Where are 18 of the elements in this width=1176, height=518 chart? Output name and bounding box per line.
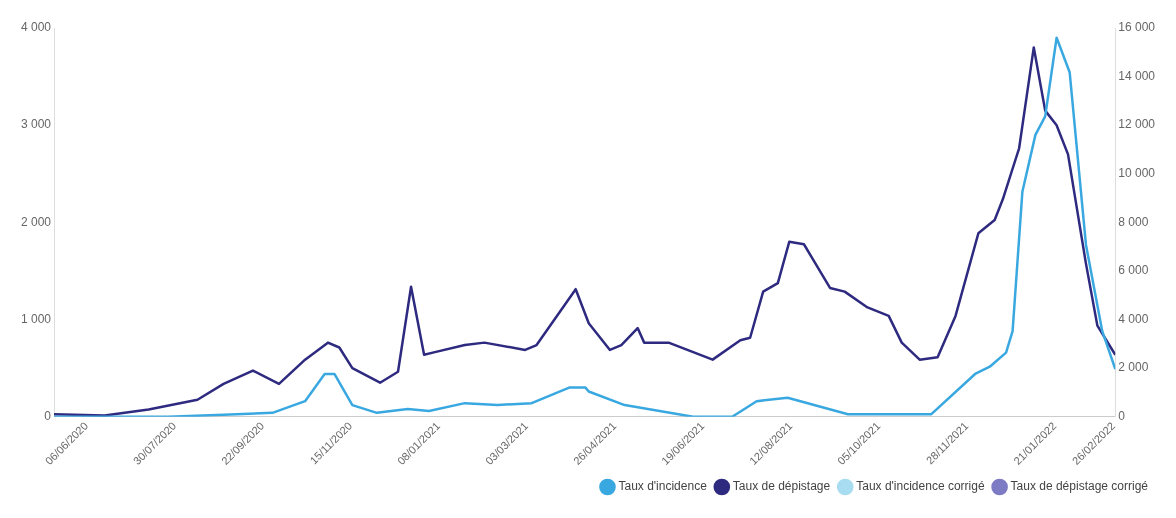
y-tick-label: 3 000	[21, 117, 52, 132]
y2-tick-label: 2 000	[1118, 360, 1149, 375]
legend-label: Taux d'incidence	[618, 479, 708, 494]
y2-tick-label: 4 000	[1118, 311, 1149, 326]
y-tick-label: 0	[44, 409, 52, 424]
y2-tick-label: 12 000	[1118, 117, 1156, 132]
y2-tick-label: 0	[1118, 409, 1126, 424]
y2-tick-label: 8 000	[1118, 214, 1149, 229]
legend-label: Taux d'incidence corrigé	[856, 479, 985, 494]
y2-tick-label: 6 000	[1118, 263, 1149, 278]
y-tick-label: 4 000	[21, 20, 52, 35]
legend-label: Taux de dépistage corrigé	[1010, 479, 1149, 494]
y2-tick-label: 10 000	[1118, 166, 1156, 181]
legend-label: Taux de dépistage	[732, 479, 831, 494]
y-tick-label: 2 000	[21, 214, 52, 229]
y2-tick-label: 14 000	[1118, 68, 1156, 83]
y-tick-label: 1 000	[21, 311, 52, 326]
y2-tick-label: 16 000	[1118, 20, 1156, 35]
